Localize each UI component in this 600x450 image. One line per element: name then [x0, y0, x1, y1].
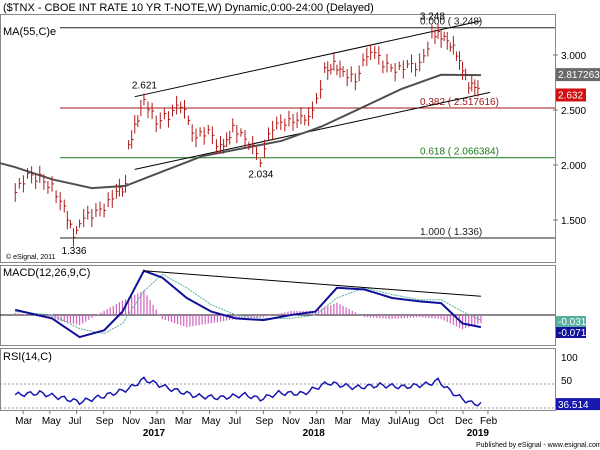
ma-value-box: [556, 68, 600, 82]
swing-label: 3.248: [420, 12, 445, 23]
time-tick-label: Feb: [480, 416, 498, 427]
price-tick-label: 2.500: [561, 106, 586, 117]
published-by: Published by eSignal - www.esignal.com: [476, 442, 600, 449]
time-tick-label: May: [361, 416, 380, 427]
time-tick-label: Mar: [175, 416, 193, 427]
fib-level-label: 0.000 ( 3.248): [420, 17, 482, 28]
ma-value-label: 2.817263: [558, 70, 600, 81]
price-tick-label: 3.000: [561, 51, 586, 62]
fib-level-label: 1.000 ( 1.336): [420, 227, 482, 238]
time-tick-label: Nov: [122, 416, 140, 427]
macd-line: [14, 269, 482, 339]
macd-trendline: [143, 270, 481, 297]
swing-label: 2.034: [248, 169, 273, 180]
time-tick-label: Jan: [309, 416, 325, 427]
macd-signal-value: -0.031: [558, 317, 587, 328]
rsi-label: RSI(14,C): [3, 351, 52, 363]
time-tick-label: Jul: [388, 416, 401, 427]
macd-signal-value-box: [556, 316, 586, 327]
time-tick-label: Jan: [149, 416, 165, 427]
time-tick-label: Aug: [402, 416, 420, 427]
time-tick-label: Jul: [228, 416, 241, 427]
price-tick-label: 1.500: [561, 216, 586, 227]
time-tick-label: Sep: [255, 416, 273, 427]
year-label: 2019: [467, 428, 490, 439]
rsi-tick-label: 50: [561, 376, 573, 387]
time-tick-label: Jul: [69, 416, 82, 427]
time-tick-label: Mar: [15, 416, 33, 427]
last-price-box: [556, 88, 586, 102]
rsi-value: 36.514: [558, 400, 589, 411]
price-tick-label: 2.000: [561, 161, 586, 172]
chart-title: ($TNX - CBOE INT RATE 10 YR T-NOTE,W) Dy…: [3, 2, 374, 14]
ma-55-line: [0, 73, 481, 190]
fib-level-label: 0.382 ( 2.517616): [420, 97, 499, 108]
macd-signal-line: [15, 273, 482, 335]
channel-trendline: [134, 91, 491, 170]
year-label: 2017: [143, 428, 166, 439]
time-tick-label: Oct: [428, 416, 444, 427]
fib-level-label: 0.618 ( 2.066384): [420, 147, 499, 158]
rsi-value-box: [556, 398, 600, 411]
price-pane-frame: [0, 14, 556, 263]
macd-label: MACD(12,26,9,C): [3, 267, 90, 279]
esignal-copyright: © eSignal, 2011: [6, 253, 56, 261]
time-tick-label: Mar: [335, 416, 353, 427]
time-tick-label: May: [42, 416, 61, 427]
ma-label: MA(55,C)e: [3, 26, 56, 38]
time-tick-label: May: [202, 416, 221, 427]
macd-value-box: [556, 327, 586, 338]
rsi-line: [14, 376, 482, 407]
channel-trendline: [134, 20, 482, 98]
macd-value: -0.071: [558, 328, 587, 339]
swing-label: 2.621: [132, 81, 157, 92]
macd-pane-frame: [0, 265, 556, 346]
last-price-label: 2.632: [558, 90, 583, 101]
time-tick-label: Nov: [282, 416, 300, 427]
swing-label: 1.336: [61, 246, 86, 257]
year-label: 2018: [303, 428, 326, 439]
time-tick-label: Dec: [455, 416, 473, 427]
rsi-tick-label: 100: [561, 353, 578, 364]
time-tick-label: Sep: [96, 416, 114, 427]
